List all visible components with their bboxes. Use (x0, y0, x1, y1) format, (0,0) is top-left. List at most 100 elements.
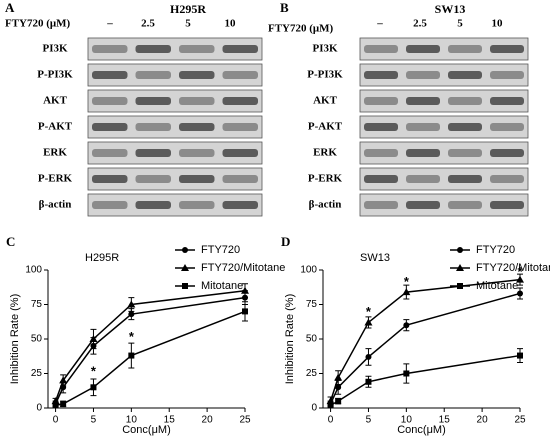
panel-label: A (5, 0, 15, 15)
series-line (330, 354, 521, 406)
dose-label: – (376, 18, 383, 30)
y-tick-label: 0 (311, 403, 317, 414)
blot-band (406, 149, 440, 157)
blot-band (364, 71, 398, 79)
marker (402, 288, 411, 296)
blot-strip (359, 115, 529, 139)
blot-strip (87, 167, 263, 191)
protein-label: P-AKT (38, 121, 73, 133)
blot-band (364, 123, 398, 131)
protein-label: P-ERK (308, 173, 343, 185)
blot-band (222, 71, 258, 79)
marker (335, 384, 342, 391)
marker (59, 376, 68, 384)
blot-band (490, 149, 524, 157)
blot-band (406, 201, 440, 209)
marker (365, 378, 372, 385)
blot-band (448, 97, 482, 105)
protein-label: P-PI3K (307, 69, 343, 81)
protein-label: AKT (313, 95, 338, 107)
series-line (329, 278, 521, 402)
marker (403, 370, 410, 377)
y-axis-label: Inhibition Rate (%) (284, 294, 296, 385)
marker (181, 264, 189, 271)
blot-strip (359, 141, 529, 165)
x-tick-label: 15 (439, 415, 451, 426)
blot-band (406, 71, 440, 79)
blot-band (490, 201, 524, 209)
blot-band (364, 149, 398, 157)
panel-title: H295R (170, 2, 206, 16)
x-tick-label: 5 (366, 415, 372, 426)
marker (90, 384, 97, 391)
blot-band (135, 123, 171, 131)
legend-label: FTY720/Mitotane (201, 262, 285, 274)
blot-strip (87, 63, 263, 87)
blot-band (406, 97, 440, 105)
blot-band (92, 201, 128, 209)
marker (60, 400, 67, 407)
blot-band (490, 97, 524, 105)
annotation: * (517, 264, 523, 279)
blot-band (222, 175, 258, 183)
y-tick-label: 50 (306, 334, 318, 345)
treatment-label: FTY720 (μM) (5, 18, 71, 30)
marker (516, 275, 524, 283)
marker (241, 286, 249, 294)
legend-label: Mitotane (476, 280, 518, 292)
marker (327, 402, 334, 409)
blot-band (179, 149, 215, 157)
protein-label: P-AKT (308, 121, 343, 133)
blot-band (135, 201, 171, 209)
protein-label: AKT (43, 95, 68, 107)
protein-label: β-actin (309, 199, 342, 211)
marker (365, 353, 372, 360)
marker (128, 352, 135, 359)
y-tick-label: 100 (300, 265, 317, 276)
marker (456, 264, 464, 271)
y-tick-label: 0 (36, 403, 42, 414)
blot-band (448, 175, 482, 183)
annotation: * (129, 329, 135, 344)
blot-band (406, 123, 440, 131)
panel-label: B (280, 0, 289, 15)
marker (52, 402, 59, 409)
marker (335, 398, 342, 405)
marker (457, 247, 463, 253)
y-tick-label: 75 (306, 299, 318, 310)
panel-label: D (281, 234, 290, 249)
y-tick-label: 25 (306, 368, 318, 379)
marker (128, 311, 135, 318)
marker (127, 300, 136, 308)
blot-band (222, 201, 258, 209)
marker (182, 283, 188, 289)
y-tick-label: 25 (31, 368, 43, 379)
blot-band (364, 45, 398, 53)
protein-label: ERK (43, 147, 67, 159)
blot-band (448, 123, 482, 131)
blot-band (92, 71, 128, 79)
x-tick-label: 10 (126, 415, 138, 426)
blot-strip (87, 37, 263, 61)
protein-label: ERK (313, 147, 337, 159)
blot-band (92, 149, 128, 157)
protein-label: P-PI3K (37, 69, 73, 81)
x-tick-label: 0 (328, 415, 334, 426)
blot-strip (359, 63, 529, 87)
annotation: * (366, 304, 372, 319)
blot-band (448, 201, 482, 209)
marker (89, 335, 98, 342)
marker (517, 352, 523, 359)
blot-band (448, 71, 482, 79)
blot-band (179, 201, 215, 209)
blot-band (364, 201, 398, 209)
blot-strip (87, 115, 263, 139)
protein-label: PI3K (312, 43, 338, 55)
blot-band (179, 97, 215, 105)
x-tick-label: 20 (477, 415, 489, 426)
annotation: * (404, 274, 410, 289)
series-line (54, 289, 246, 402)
y-tick-label: 50 (31, 334, 43, 345)
panel-label: C (6, 234, 15, 249)
